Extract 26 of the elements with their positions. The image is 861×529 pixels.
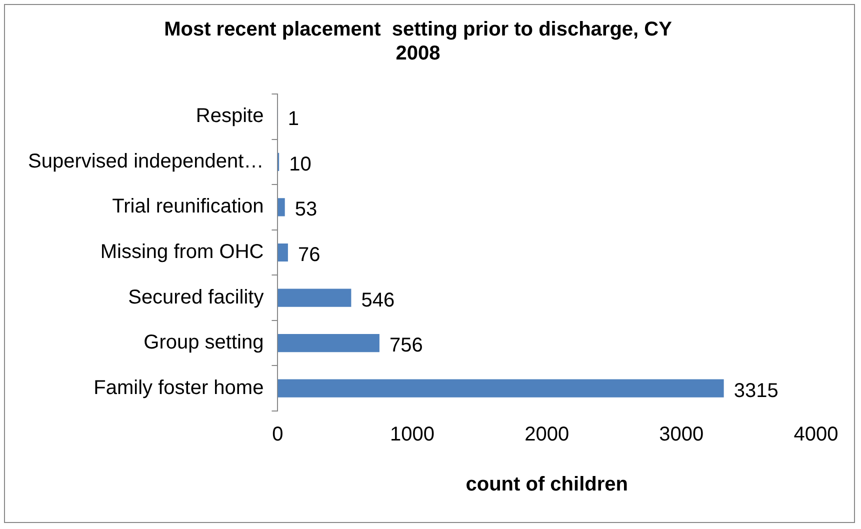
bar bbox=[278, 243, 288, 262]
y-tick-label: Group setting bbox=[144, 332, 264, 354]
data-label: 3315 bbox=[734, 380, 778, 402]
x-axis-title: count of children bbox=[466, 474, 628, 496]
y-tick-label: Trial reunification bbox=[112, 196, 264, 218]
y-tick-label: Respite bbox=[196, 105, 264, 128]
y-tick-label: Missing from OHC bbox=[100, 241, 264, 264]
chart-title: Most recent placement setting prior to discharge, CY 2008 bbox=[164, 18, 673, 65]
bar bbox=[278, 334, 380, 352]
data-label: 53 bbox=[294, 198, 318, 221]
x-tick-label: 3000 bbox=[659, 424, 704, 446]
data-label: 1 bbox=[288, 108, 299, 130]
x-tick-label: 0 bbox=[272, 424, 284, 446]
data-label: 10 bbox=[289, 153, 312, 176]
y-tick-label: Secured facility bbox=[128, 286, 264, 308]
data-label: 756 bbox=[389, 334, 423, 357]
x-tick-label: 4000 bbox=[794, 424, 838, 446]
data-label: 546 bbox=[361, 289, 395, 312]
data-label: 76 bbox=[298, 244, 320, 266]
bar bbox=[278, 379, 724, 398]
y-tick-label: Family foster home bbox=[94, 376, 264, 399]
bar bbox=[278, 288, 352, 307]
y-tick-label: Supervised independent… bbox=[28, 150, 264, 172]
x-tick-label: 1000 bbox=[390, 424, 435, 446]
bar bbox=[278, 198, 285, 216]
x-tick-label: 2000 bbox=[524, 424, 570, 446]
